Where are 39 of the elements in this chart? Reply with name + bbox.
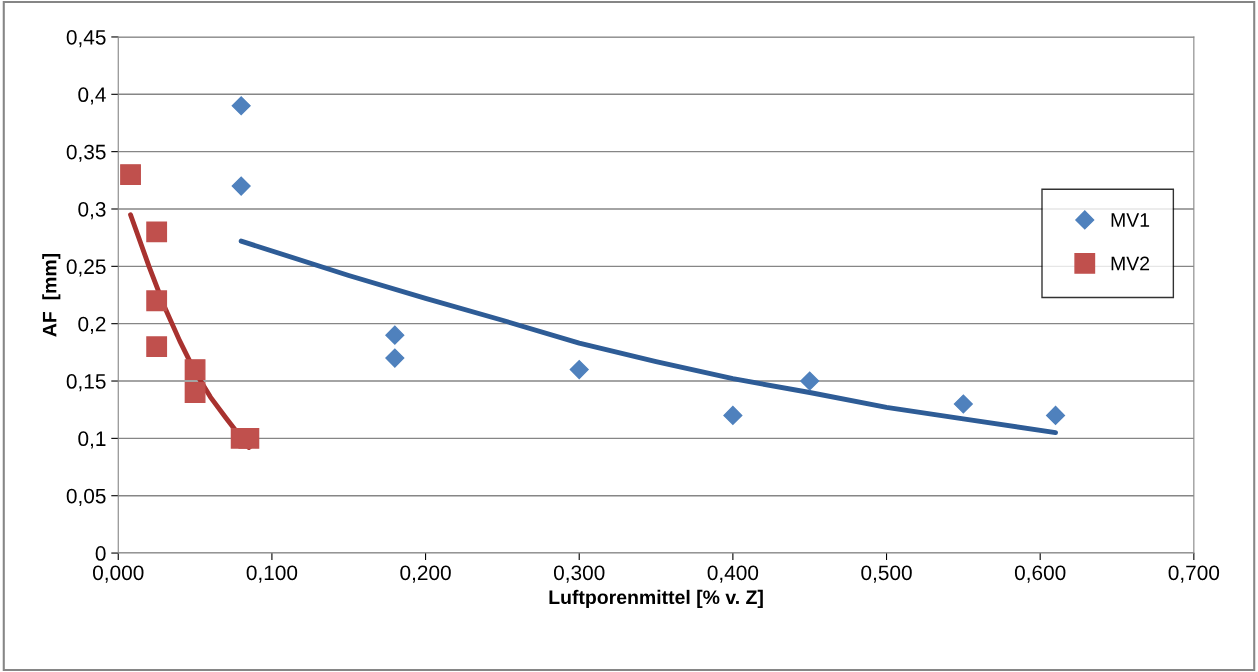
x-tick-label: 0,300 xyxy=(553,565,605,583)
point xyxy=(231,96,251,116)
point xyxy=(385,348,405,368)
y-tick-label: 0,15 xyxy=(66,374,106,392)
point xyxy=(184,382,206,403)
x-axis-title: Luftporenmittel [% v. Z] xyxy=(549,589,763,608)
y-tick-label: 0,3 xyxy=(78,201,106,220)
line-series xyxy=(238,238,1058,436)
y-tick-label: 0,1 xyxy=(78,431,106,449)
point xyxy=(238,427,260,449)
point xyxy=(723,405,743,425)
point xyxy=(231,176,251,196)
x-tick-label: 0,600 xyxy=(1014,565,1066,583)
x-tick-label: 0,100 xyxy=(246,565,298,583)
x-tick-label: 0,200 xyxy=(400,565,451,583)
point xyxy=(146,290,168,312)
x-tick-label: 0,400 xyxy=(707,565,759,583)
point xyxy=(953,394,973,414)
point xyxy=(120,164,141,186)
legend-label: MV1 xyxy=(1111,213,1150,227)
y-tick-label: 0 xyxy=(95,546,106,561)
y-tick-label: 0,35 xyxy=(66,144,106,162)
y-tick-label: 0,45 xyxy=(66,29,106,48)
y-tick-label: 0,2 xyxy=(78,316,106,334)
x-tick-label: 0,500 xyxy=(861,565,912,583)
x-tick-label: 0,000 xyxy=(93,565,144,583)
point xyxy=(569,360,589,380)
x-tick-label: 0,700 xyxy=(1168,565,1220,583)
y-tick-label: 0,25 xyxy=(66,259,106,277)
point xyxy=(146,221,168,243)
y-axis-title: AF [mm] xyxy=(42,253,61,337)
point xyxy=(146,336,168,358)
y-tick-label: 0,4 xyxy=(78,87,106,105)
legend-label: MV2 xyxy=(1111,256,1150,271)
point xyxy=(184,359,206,380)
point xyxy=(800,371,820,391)
point xyxy=(1046,405,1066,425)
y-tick-label: 0,05 xyxy=(66,488,106,506)
point xyxy=(385,325,405,345)
